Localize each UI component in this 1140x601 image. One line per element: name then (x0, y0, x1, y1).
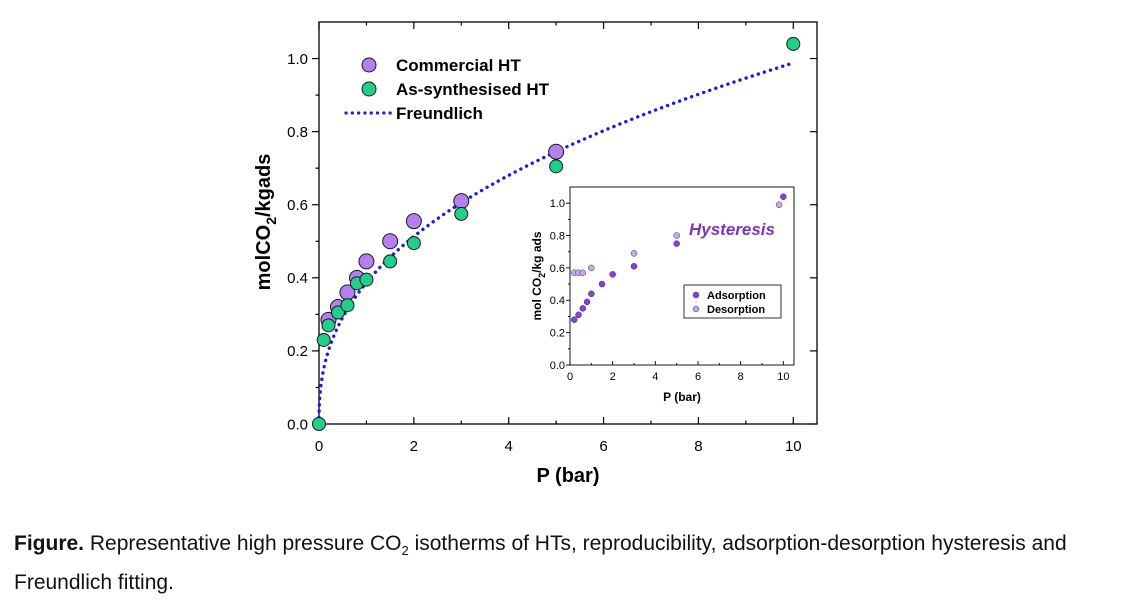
as-synthesised-ht-point (359, 272, 374, 287)
adsorption-point (588, 290, 595, 298)
adsorption-point (579, 305, 587, 312)
inset-y-ticks: 0.0 0.2 0.4 0.6 0.8 1.0 (550, 198, 570, 372)
inset-legend-marker-adsorption (692, 291, 700, 299)
as-synthesised-ht-point (312, 417, 326, 431)
main-x-axis-label: P (bar) (537, 465, 600, 487)
x-tick-label: 10 (785, 438, 802, 455)
as-synthesised-ht-point (406, 236, 421, 251)
inset-x-ticks: 0 2 4 6 8 10 (567, 361, 789, 383)
y-tick-label: 0.0 (550, 360, 565, 372)
legend-label-commercial: Commercial HT (396, 56, 521, 75)
legend-marker-as-synthesised (361, 81, 377, 97)
y-tick-label: 1.0 (287, 51, 308, 68)
freundlich-fit-line (317, 61, 795, 420)
desorption-point (630, 250, 638, 257)
caption-label: Figure. (14, 532, 85, 555)
commercial-ht-point (405, 213, 422, 230)
commercial-ht-point (358, 253, 375, 270)
as-synthesised-ht-point (383, 254, 398, 269)
adsorption-point (673, 240, 680, 247)
inset-legend-marker-desorption (692, 305, 700, 313)
y-tick-label: 0.8 (550, 230, 565, 242)
as-synthesised-ht-point (786, 36, 801, 51)
commercial-ht-point (382, 233, 399, 250)
x-tick-label: 10 (777, 371, 789, 383)
y-tick-label: 0.6 (287, 197, 308, 214)
inset-legend-label-adsorption: Adsorption (707, 290, 766, 302)
x-tick-label: 6 (695, 371, 701, 383)
as-synthesised-ht-point (330, 305, 345, 320)
commercial-ht-point (453, 193, 470, 210)
as-synthesised-ht-point (549, 159, 564, 174)
x-tick-label: 4 (505, 438, 513, 455)
x-tick-label: 0 (567, 371, 573, 383)
x-tick-label: 2 (610, 371, 616, 383)
y-tick-label: 0.2 (550, 327, 565, 339)
freundlich-fit-path (317, 61, 795, 420)
y-tick-label: 0.4 (287, 270, 308, 287)
desorption-point (673, 232, 680, 239)
y-tick-label: 0.0 (287, 416, 308, 433)
adsorption-point (575, 311, 582, 319)
desorption-point (588, 264, 595, 272)
x-tick-label: 4 (652, 371, 658, 383)
legend-marker-commercial (361, 57, 377, 73)
x-tick-label: 6 (599, 438, 607, 455)
main-plot-frame (318, 21, 818, 425)
caption-text-1: Representative high pressure CO (84, 532, 402, 555)
inset-title: Hysteresis (689, 220, 775, 239)
y-tick-label: 1.0 (550, 198, 565, 210)
figure: 0 2 4 6 8 10 0.0 0.2 0.4 0.6 0.8 1.0 P (bar) molCO… (253, 21, 818, 487)
legend-label-as-synthesised: As-synthesised HT (396, 80, 550, 99)
commercial-ht-point (548, 143, 565, 160)
adsorption-point (780, 193, 787, 200)
as-synthesised-ht-point (340, 298, 355, 313)
inset-legend: Adsorption Desorption (683, 284, 782, 319)
as-synthesised-ht-point (321, 318, 336, 333)
inset-background (569, 186, 795, 366)
main-data-points (312, 36, 801, 431)
x-tick-label: 8 (694, 438, 702, 455)
desorption-point (775, 201, 783, 209)
main-y-ticks: 0.0 0.2 0.4 0.6 0.8 1.0 (287, 51, 817, 433)
inset-chart: 0 2 4 6 8 10 0.0 0.2 0.4 0.6 0.8 1.0 Hysteresis P … (530, 186, 795, 404)
caption-subscript: 2 (401, 543, 409, 559)
x-tick-label: 2 (410, 438, 418, 455)
adsorption-point (630, 263, 638, 270)
adsorption-point (598, 280, 606, 288)
legend-label-freundlich: Freundlich (396, 104, 483, 123)
y-tick-label: 0.6 (550, 263, 565, 275)
main-x-ticks: 0 2 4 6 8 10 (315, 22, 802, 455)
main-chart: 0 2 4 6 8 10 0.0 0.2 0.4 0.6 0.8 1.0 P (bar) molCO… (253, 21, 818, 487)
adsorption-point (583, 298, 591, 306)
y-tick-label: 0.2 (287, 343, 308, 360)
adsorption-point (571, 316, 578, 323)
inset-legend-box (683, 284, 782, 319)
y-tick-label: 0.8 (287, 124, 308, 141)
as-synthesised-ht-point (316, 332, 331, 347)
inset-y-axis-label: mol CO2/kg ads (530, 231, 547, 320)
inset-data-points (571, 193, 787, 323)
desorption-point (579, 269, 587, 277)
main-legend: Commercial HT As-synthesised HT Freundli… (344, 56, 550, 123)
inset-legend-label-desorption: Desorption (707, 304, 765, 316)
x-tick-label: 0 (315, 438, 323, 455)
adsorption-point (609, 271, 616, 278)
as-synthesised-ht-point (454, 206, 469, 221)
figure-caption: Figure. Representative high pressure CO2… (14, 528, 1114, 599)
y-tick-label: 0.4 (550, 295, 565, 307)
caption-text-2: isotherms of HTs, reproducibility, adsor… (14, 532, 1067, 595)
x-tick-label: 8 (738, 371, 744, 383)
main-y-axis-label: molCO2/kgads (253, 154, 279, 291)
inset-x-axis-label: P (bar) (663, 390, 701, 404)
